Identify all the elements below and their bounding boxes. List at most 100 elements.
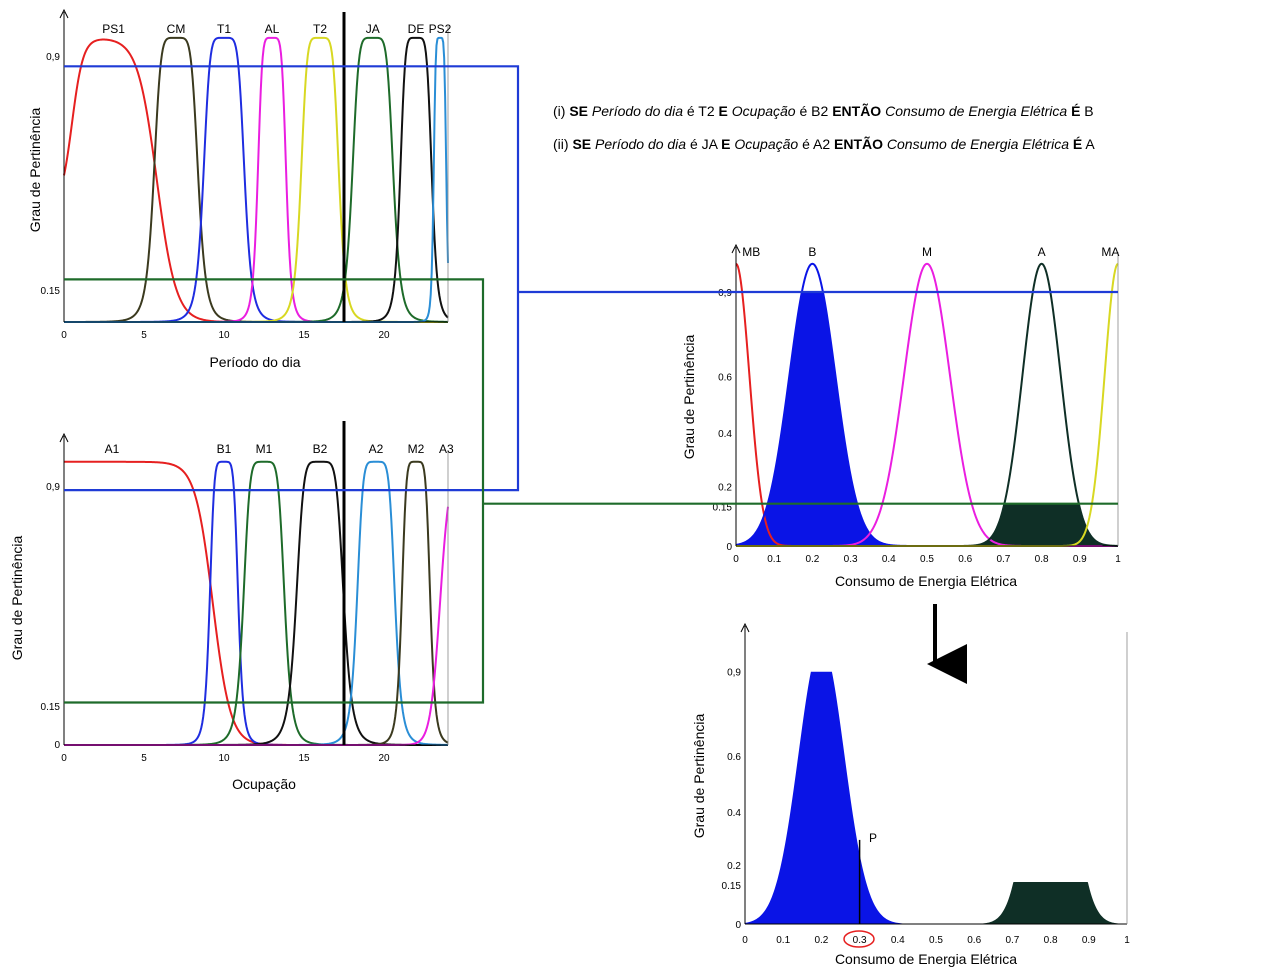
ytick-label: 0.2 xyxy=(727,861,741,872)
rule-part: B xyxy=(1080,103,1093,119)
inference-connectors xyxy=(64,65,1118,704)
y-axis-arrow xyxy=(731,243,741,254)
xtick-label: 5 xyxy=(141,330,147,341)
mf-label-ps1: PS1 xyxy=(102,22,125,36)
ocupacao-plot xyxy=(64,421,449,746)
xtick-label: 0 xyxy=(61,753,67,764)
xtick-label: 0 xyxy=(61,330,67,341)
mf-labels: PS1 CM T1 AL T2 JA DE PS2 xyxy=(102,22,451,36)
mf-label-ps2: PS2 xyxy=(429,22,452,36)
rule-part: é JA xyxy=(686,136,721,152)
ytick-label: 0,9 xyxy=(46,52,60,63)
rule-part: SE xyxy=(572,136,591,152)
y-axis-arrow xyxy=(59,8,69,19)
ytick-label: 0.4 xyxy=(727,808,741,819)
mf-label-t2: T2 xyxy=(313,22,327,36)
rule-part: A xyxy=(1082,136,1095,152)
xtick-label: 0.8 xyxy=(1035,554,1049,565)
centroid-point-label: P xyxy=(869,831,877,845)
xtick-label: 0.2 xyxy=(805,554,819,565)
mf-label-m1: M1 xyxy=(256,442,273,456)
rule-part: Período do dia xyxy=(588,103,683,119)
ytick-label: 0,9 xyxy=(718,288,732,299)
mf-label-m2: M2 xyxy=(408,442,425,456)
y-axis-title: Grau de Pertinência xyxy=(691,714,707,839)
mf-label-b: B xyxy=(808,245,816,259)
ytick-label: 0.6 xyxy=(718,373,732,384)
blue-cut-line xyxy=(64,65,520,492)
green-cut-line xyxy=(64,278,485,704)
ytick-label: 0.4 xyxy=(718,429,732,440)
xtick-label: 0.1 xyxy=(767,554,781,565)
mf-label-a1: A1 xyxy=(105,442,120,456)
xtick-label: 20 xyxy=(378,753,390,764)
rule-part: é A2 xyxy=(798,136,834,152)
xtick-label: 0.7 xyxy=(996,554,1010,565)
y-tick-labels: 0,9 0.6 0.4 0.2 0.15 0 xyxy=(713,288,733,553)
xtick-label: 10 xyxy=(218,753,230,764)
xtick-label: 15 xyxy=(298,330,310,341)
xtick-label: 0.8 xyxy=(1044,935,1058,946)
resultado-plot xyxy=(745,671,1127,924)
rule-ii: (ii) SE Período do dia é JA E Ocupação é… xyxy=(553,135,1095,152)
mf-label-al: AL xyxy=(265,22,280,36)
panel-ocupacao: 0 5 10 15 20 0,9 0.15 0 Ocupação Grau de Per… xyxy=(9,421,454,792)
ytick-label: 0.15 xyxy=(41,286,61,297)
rule-part: Ocupação xyxy=(730,136,798,152)
y-axis-title: Grau de Pertinência xyxy=(9,536,25,661)
ytick-label: 0 xyxy=(54,740,60,751)
rule-part: Consumo de Energia Elétrica xyxy=(883,136,1073,152)
panel-periodo: 0 5 10 15 20 0,9 0.15 Período do dia Grau de… xyxy=(27,8,452,370)
xtick-label: 0.4 xyxy=(882,554,896,565)
mf-label-a3: A3 xyxy=(439,442,454,456)
xtick-label: 0.9 xyxy=(1073,554,1087,565)
rule-part: SE xyxy=(569,103,588,119)
mf-label-a2: A2 xyxy=(369,442,384,456)
rule-part: (i) xyxy=(553,103,569,119)
x-axis-title: Período do dia xyxy=(209,354,300,370)
implication-area-b xyxy=(745,671,1127,924)
mf-label-t1: T1 xyxy=(217,22,231,36)
mf-label-b2: B2 xyxy=(313,442,328,456)
xtick-label: 0.3 xyxy=(853,935,867,946)
rule-part: E xyxy=(721,136,730,152)
mf-label-mb: MB xyxy=(742,245,760,259)
mf-label-a: A xyxy=(1038,245,1046,259)
mf-label-de: DE xyxy=(408,22,425,36)
panel-consumo: 0 0.1 0.2 0.3 0.4 0.5 0.6 0.7 0.8 0.9 1 0,90.60.40… xyxy=(681,243,1121,589)
x-tick-labels: 0 5 10 15 20 xyxy=(61,753,390,764)
x-axis-title: Ocupação xyxy=(232,776,296,792)
mf-labels: MB B M A MA xyxy=(742,245,1119,259)
mf-label-b1: B1 xyxy=(217,442,232,456)
mf-label-ja: JA xyxy=(366,22,380,36)
rule-part: é T2 xyxy=(683,103,719,119)
xtick-label: 15 xyxy=(298,753,310,764)
ytick-label: 0.2 xyxy=(718,483,732,494)
rule-part: Consumo de Energia Elétrica xyxy=(881,103,1071,119)
xtick-label: 0 xyxy=(742,935,748,946)
xtick-label: 20 xyxy=(378,330,390,341)
crisp-output-highlight xyxy=(843,930,875,948)
implication-area-a xyxy=(736,503,1118,546)
rule-part: é B2 xyxy=(796,103,833,119)
rule-part: ENTÃO xyxy=(832,102,881,119)
xtick-label: 1 xyxy=(1115,554,1121,565)
periodo-plot xyxy=(63,12,449,323)
rules: (i) SE Período do dia é T2 E Ocupação é … xyxy=(553,102,1095,152)
ytick-label: 0.15 xyxy=(41,702,61,713)
rule-part: Período do dia xyxy=(591,136,686,152)
rule-part: É xyxy=(1071,103,1080,119)
xtick-label: 0.2 xyxy=(814,935,828,946)
xtick-label: 0.1 xyxy=(776,935,790,946)
ytick-label: 0,9 xyxy=(46,482,60,493)
rule-part: ENTÃO xyxy=(834,135,883,152)
mf-label-ma: MA xyxy=(1101,245,1119,259)
xtick-label: 0.5 xyxy=(929,935,943,946)
rule-part: (ii) xyxy=(553,136,572,152)
ytick-label: 0 xyxy=(726,542,732,553)
xtick-label: 0.4 xyxy=(891,935,905,946)
panel-resultado: 0 0.1 0.2 0.3 0.4 0.5 0.6 0.7 0.8 0.9 1 0,90.60.40… xyxy=(691,622,1130,967)
xtick-label: 0.9 xyxy=(1082,935,1096,946)
implication-area-a xyxy=(745,881,1127,924)
y-tick-labels: 0,9 0.6 0.4 0.2 0.15 0 xyxy=(722,668,742,931)
